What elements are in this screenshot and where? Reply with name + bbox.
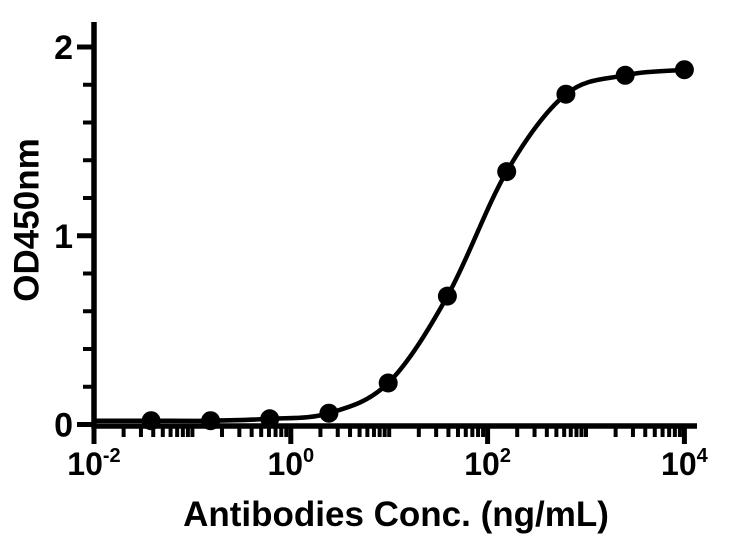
fit-curve [91, 67, 687, 424]
y-tick-label: 2 [54, 29, 73, 67]
y-tick-label: 0 [54, 407, 73, 445]
data-point [201, 411, 221, 431]
x-tick-label: 100 [267, 445, 314, 482]
x-tick-label: 102 [464, 445, 511, 482]
data-point [556, 84, 576, 104]
y-tick-label: 1 [54, 218, 73, 256]
data-point [497, 162, 517, 182]
x-tick-label: 104 [661, 445, 709, 482]
data-point [260, 409, 280, 429]
data-point [141, 411, 161, 431]
data-point [319, 403, 339, 423]
data-point [378, 373, 398, 393]
data-point [437, 286, 457, 306]
data-point [674, 60, 694, 80]
y-axis-title: OD450nm [7, 138, 47, 302]
x-tick-label: 10-2 [67, 445, 120, 482]
data-point [615, 65, 635, 85]
x-axis-title: Antibodies Conc. (ng/mL) [183, 495, 609, 534]
